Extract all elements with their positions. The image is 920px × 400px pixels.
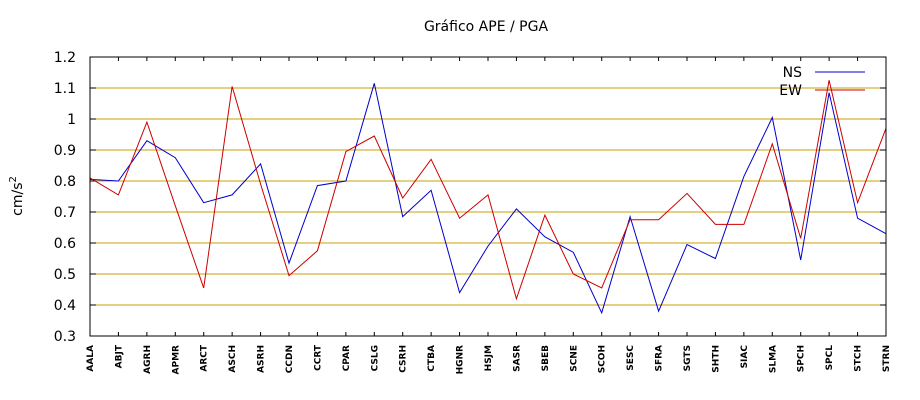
y-tick-label: 1.1 — [54, 81, 76, 97]
y-tick-label: 0.7 — [54, 205, 76, 221]
x-tick-label: CSRH — [399, 345, 409, 373]
x-tick-label: STCH — [854, 345, 864, 372]
x-tick-label: APMR — [171, 345, 181, 375]
x-tick-label: SFRA — [655, 345, 665, 372]
x-tick-label: CSLG — [370, 345, 380, 371]
svg-text:cm/s2: cm/s2 — [8, 176, 26, 216]
y-tick-labels: 0.3 0.4 0.5 0.6 0.7 0.8 0.9 1 1.1 1.2 — [54, 50, 76, 345]
series-lines — [89, 80, 887, 315]
x-tick-label: SIAC — [740, 345, 750, 369]
x-tick-label: ASRH — [257, 345, 267, 373]
x-tick-label: HSJM — [484, 345, 494, 371]
legend-label-ns: NS — [783, 65, 802, 81]
y-axis-label-superscript: 2 — [8, 176, 19, 182]
x-tick-label: CTBA — [427, 345, 437, 372]
x-tick-label: SESC — [626, 345, 636, 371]
y-tick-label: 0.3 — [54, 329, 76, 345]
x-tick-label: CPAR — [342, 345, 352, 371]
x-tick-label: ARCT — [200, 344, 210, 372]
grid-lines — [89, 56, 887, 337]
x-tick-label: SBEB — [541, 345, 551, 371]
y-axis-label: cm/s2 — [8, 176, 26, 216]
x-tick-label: SLMA — [768, 345, 778, 373]
x-tick-label: SGTS — [683, 345, 693, 371]
plot-frame — [89, 56, 887, 337]
x-tick-label: AALA — [86, 345, 96, 372]
series-line-ew — [89, 80, 887, 301]
x-tick-label: STRN — [882, 345, 892, 372]
x-tick-label: ABJT — [114, 344, 124, 368]
y-tick-label: 0.8 — [54, 174, 76, 190]
series-line-ns — [89, 83, 887, 315]
y-tick-label: 0.5 — [54, 267, 76, 283]
x-tick-label: CCRT — [313, 344, 323, 371]
legend: NS EW — [779, 65, 865, 99]
x-tick-label: SPCH — [797, 345, 807, 372]
x-tick-label: HGNR — [456, 345, 466, 374]
y-tick-label: 0.4 — [54, 298, 76, 314]
x-tick-label: AGRH — [143, 345, 153, 374]
chart-title: Gráfico APE / PGA — [424, 19, 548, 35]
x-tick-label: SHTH — [711, 345, 721, 373]
x-tick-label: SCNE — [569, 345, 579, 372]
x-tick-label: SCOH — [598, 345, 608, 373]
legend-label-ew: EW — [779, 83, 802, 99]
x-tick-label: CCDN — [285, 345, 295, 373]
x-tick-label: ASCH — [228, 345, 238, 373]
y-tick-label: 1 — [67, 112, 76, 128]
x-tick-label: SASR — [512, 345, 522, 372]
y-axis-label-text: cm/s — [10, 183, 26, 216]
x-tick-label: SPCL — [825, 345, 835, 371]
y-tick-label: 1.2 — [54, 50, 76, 66]
y-tick-label: 0.6 — [54, 236, 76, 252]
y-tick-label: 0.9 — [54, 143, 76, 159]
x-tick-labels: AALA ABJT AGRH APMR ARCT ASCH ASRH CCDN CCRT CPAR… — [86, 344, 892, 374]
